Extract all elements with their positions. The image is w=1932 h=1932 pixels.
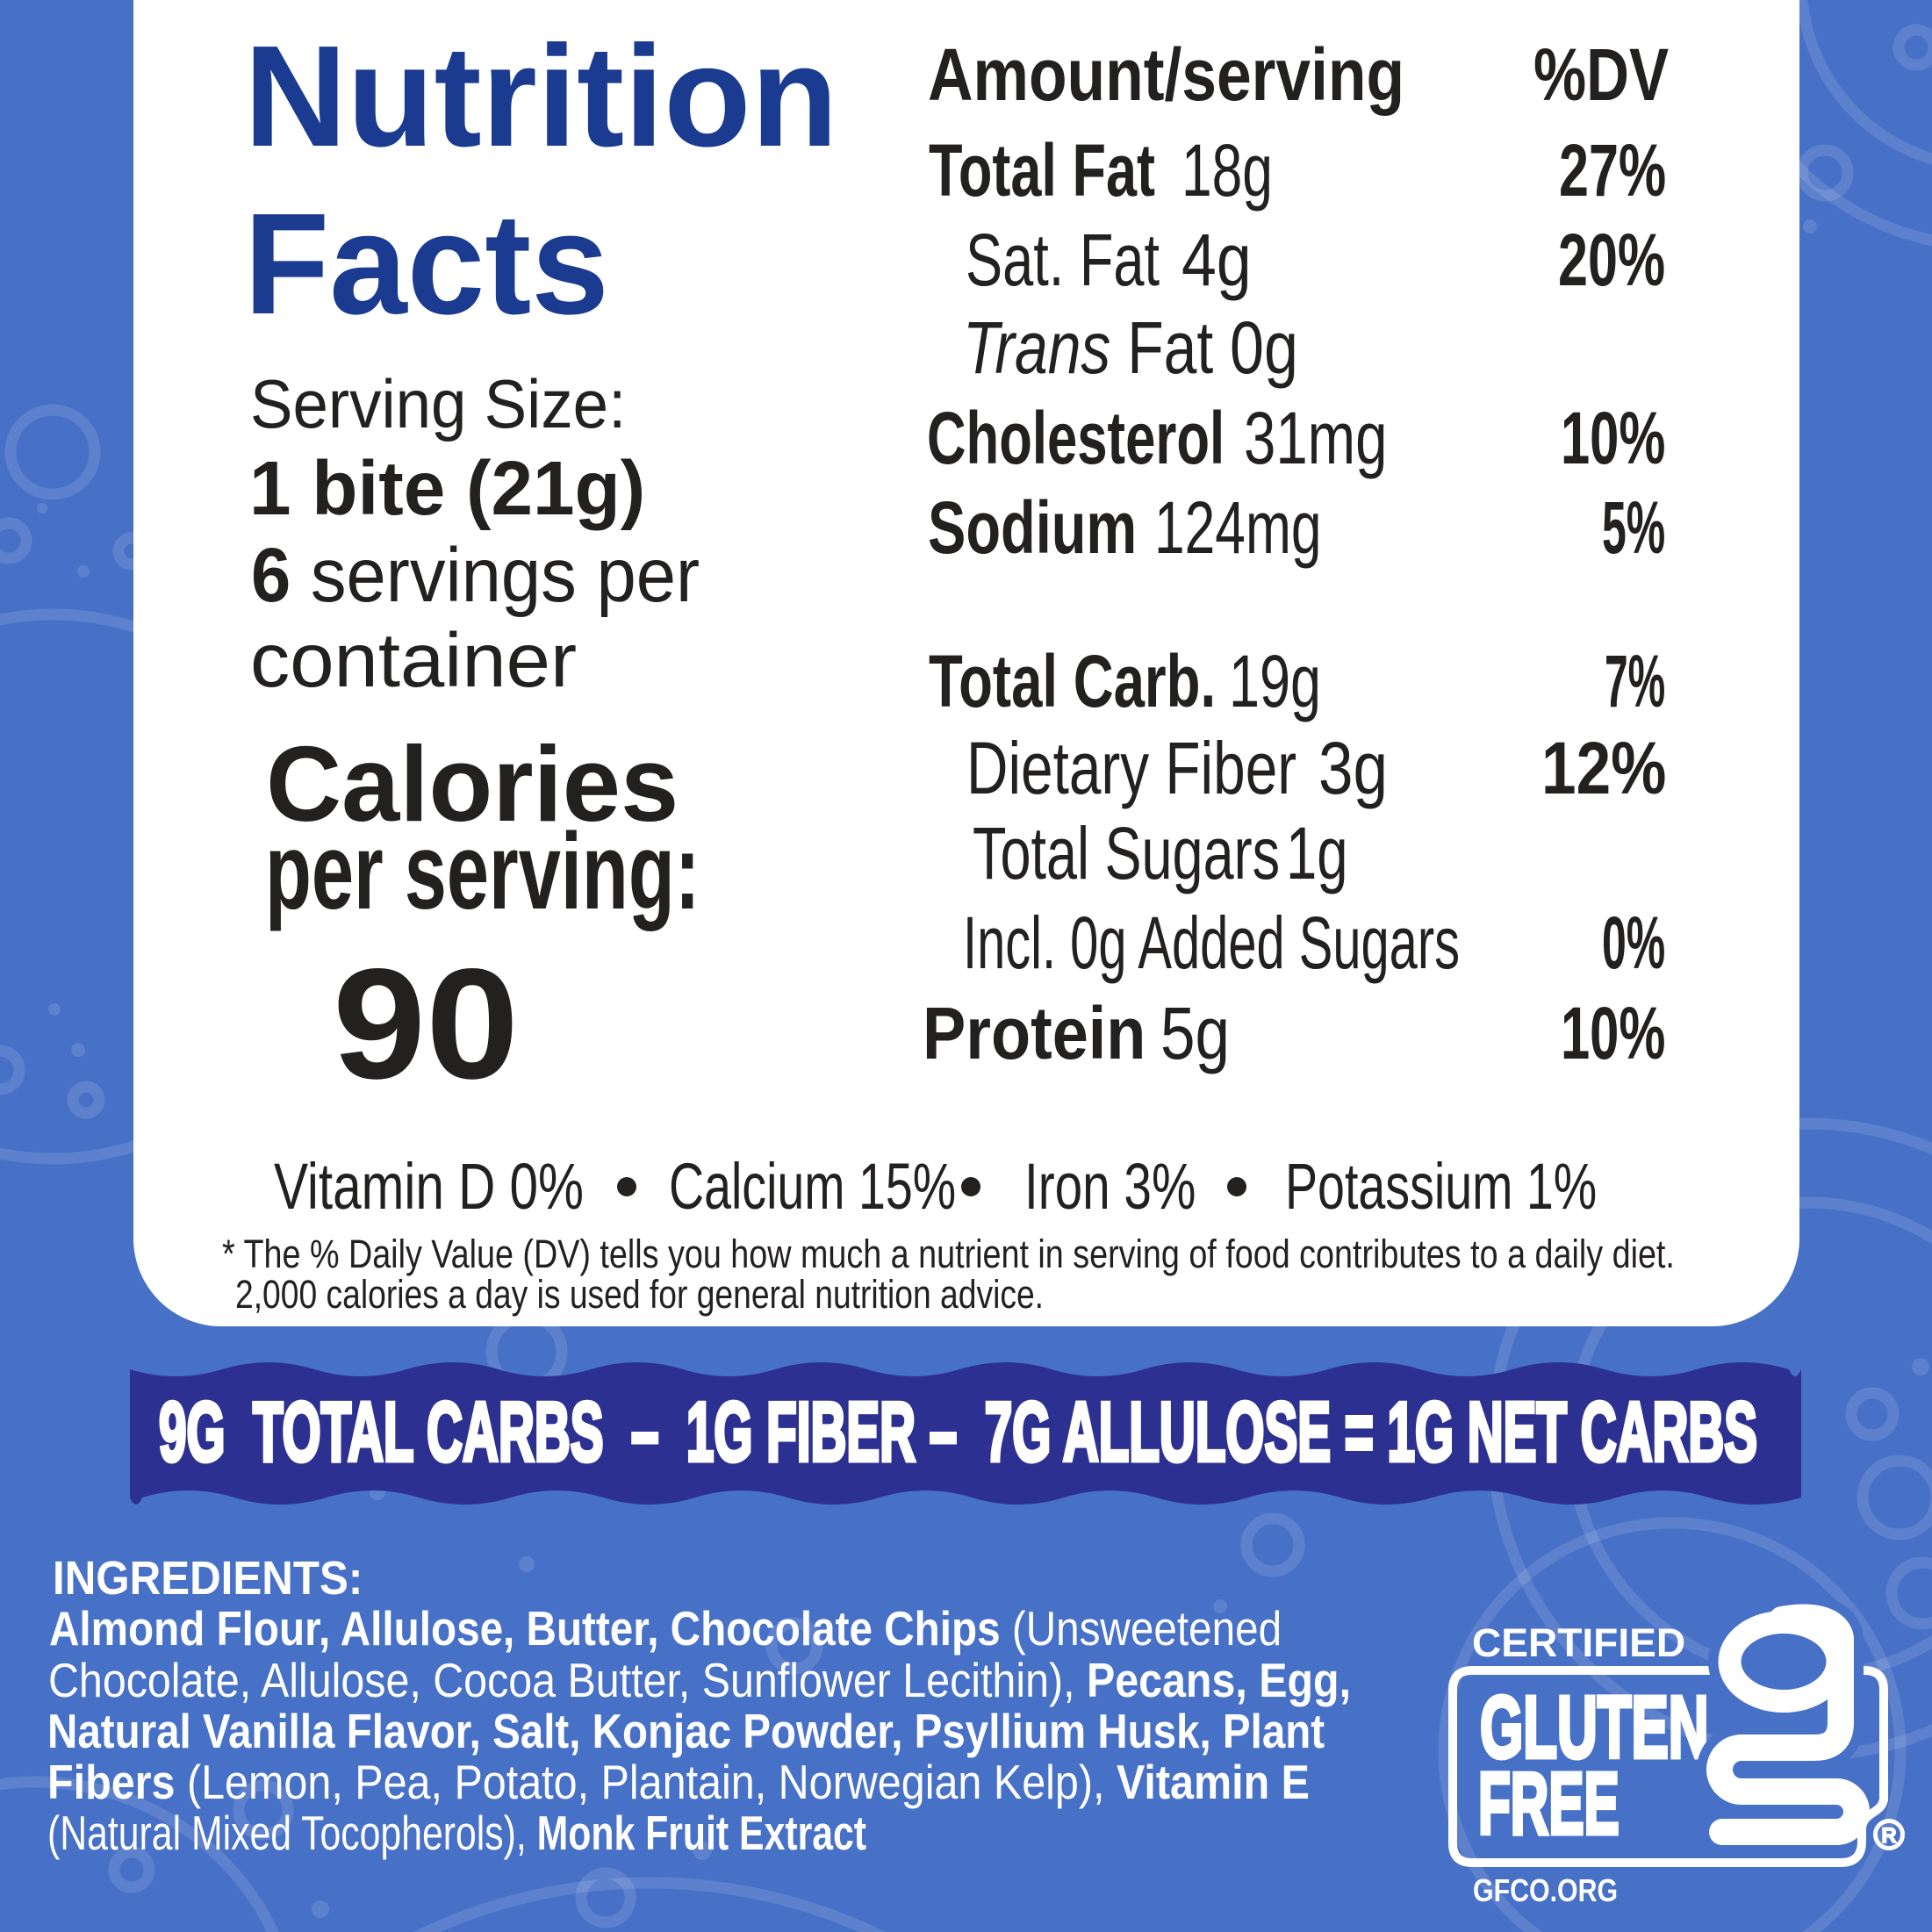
svg-text:R: R xyxy=(1881,1824,1896,1848)
